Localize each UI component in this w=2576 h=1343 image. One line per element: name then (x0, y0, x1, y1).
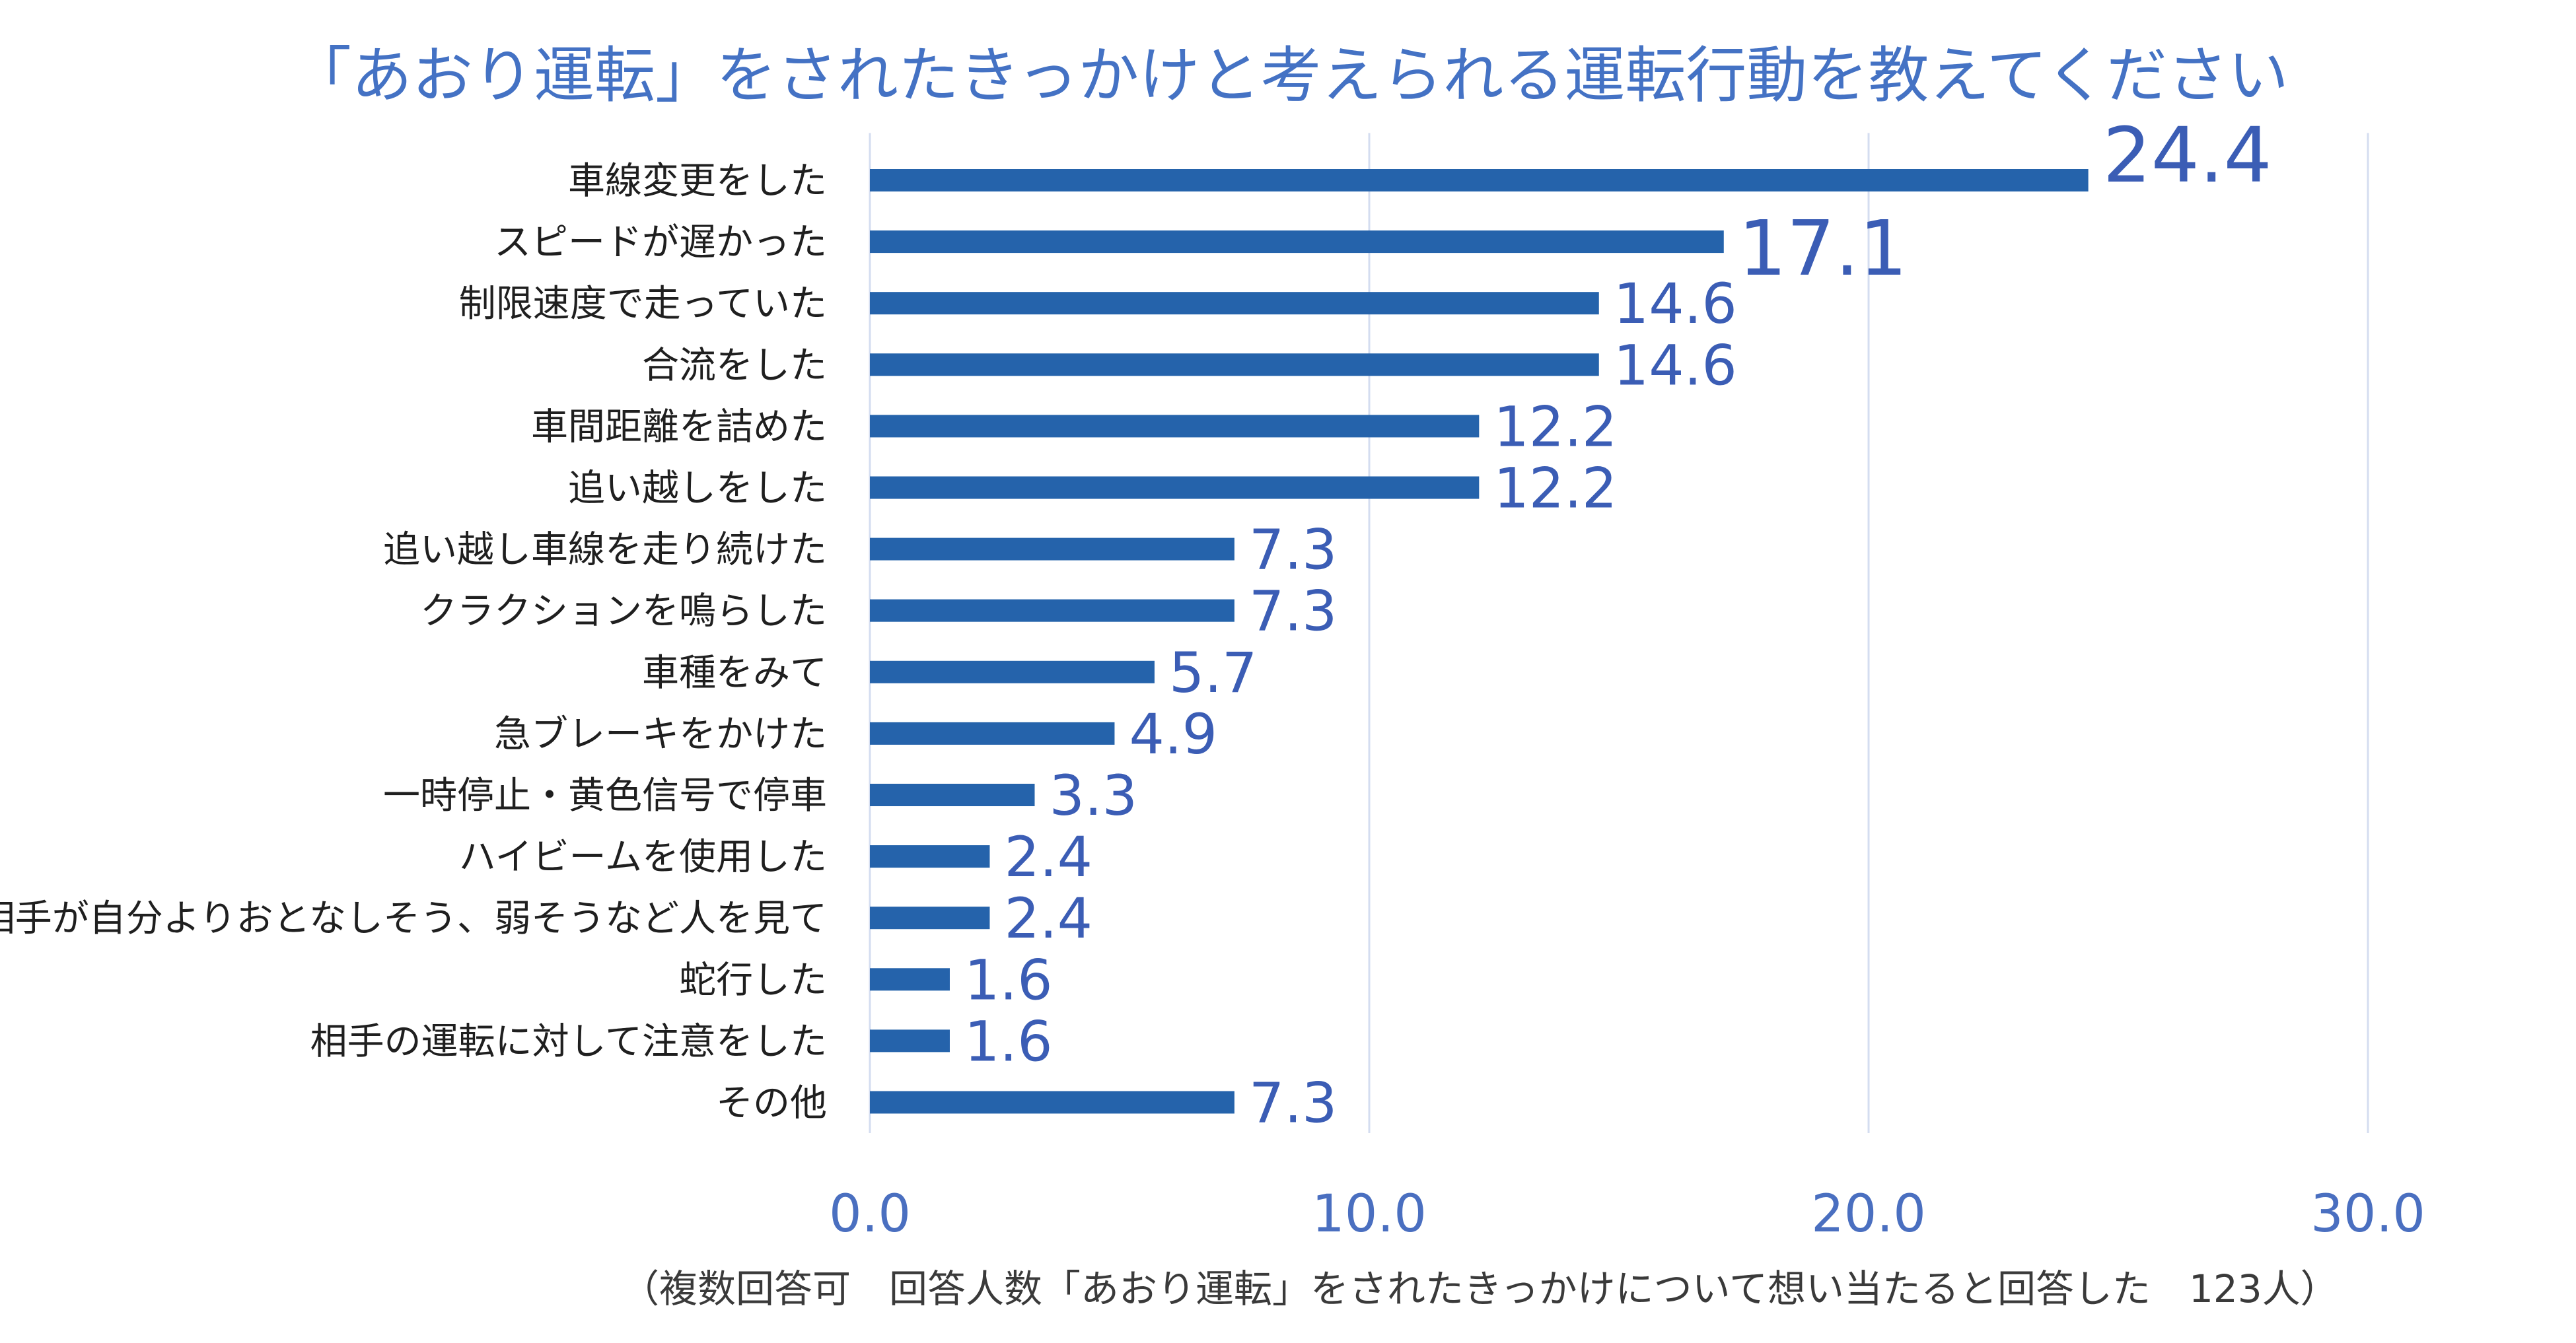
value-label: 2.4 (1004, 886, 1092, 951)
value-label: 17.1 (1738, 205, 1908, 293)
category-label: その他 (716, 1082, 827, 1125)
value-label: 4.9 (1129, 702, 1217, 767)
bar (870, 660, 1155, 683)
category-label: 制限速度で走っていた (459, 283, 827, 326)
bars (870, 169, 2089, 1114)
value-label: 7.3 (1249, 579, 1338, 644)
bar (870, 907, 990, 930)
bar (870, 353, 1599, 376)
bar (870, 1091, 1234, 1114)
value-label: 12.2 (1493, 456, 1617, 521)
bar (870, 1029, 950, 1052)
category-label: スピードが遅かった (494, 221, 827, 264)
category-label: 一時停止・黄色信号で停車 (383, 775, 827, 817)
x-tick-label: 0.0 (829, 1185, 911, 1244)
value-labels: 24.417.114.614.612.212.27.37.35.74.93.32… (964, 112, 2272, 1136)
category-label: 車間距離を詰めた (531, 405, 827, 448)
category-label: クラクションを鳴らした (420, 590, 827, 633)
category-labels: 車線変更をしたスピードが遅かった制限速度で走っていた合流をした車間距離を詰めた追… (0, 160, 827, 1125)
value-label: 12.2 (1493, 394, 1617, 459)
category-label: ハイビームを使用した (459, 836, 827, 879)
bar (870, 599, 1234, 622)
value-label: 24.4 (2103, 112, 2272, 200)
value-label: 1.6 (964, 947, 1053, 1012)
chart-footnote: （複数回答可 回答人数「あおり運転」をされたきっかけについて想い当たると回答した… (621, 1266, 2339, 1311)
bar (870, 537, 1234, 561)
value-label: 5.7 (1169, 640, 1258, 705)
value-label: 7.3 (1249, 1071, 1338, 1136)
x-tick-label: 10.0 (1312, 1185, 1427, 1244)
bar (870, 476, 1480, 499)
value-label: 7.3 (1249, 518, 1338, 582)
bar (870, 169, 2089, 191)
bar (870, 415, 1480, 438)
bar (870, 230, 1724, 254)
value-label: 1.6 (964, 1009, 1053, 1074)
value-label: 3.3 (1049, 763, 1137, 828)
category-label: 車線変更をした (568, 160, 827, 203)
chart-title: 「あおり運転」をされたきっかけと考えられる運転行動を教えてください (291, 40, 2289, 111)
x-tick-label: 30.0 (2310, 1185, 2425, 1244)
bar (870, 722, 1115, 745)
value-label: 2.4 (1004, 825, 1092, 889)
x-tick-label: 20.0 (1811, 1185, 1926, 1244)
bar (870, 292, 1599, 315)
category-label: 相手が自分よりおとなしそう、弱そうなど人を見て (0, 897, 827, 940)
category-label: 相手の運転に対して注意をした (310, 1020, 827, 1063)
category-label: 車種をみて (642, 652, 827, 695)
bar (870, 845, 990, 868)
category-label: 蛇行した (679, 959, 827, 1002)
x-axis-ticks: 0.0 10.0 20.0 30.0 (829, 1185, 2425, 1244)
bar (870, 784, 1035, 806)
category-label: 追い越し車線を走り続けた (383, 529, 827, 572)
value-label: 14.6 (1614, 333, 1737, 397)
category-label: 合流をした (642, 344, 827, 387)
category-label: 急ブレーキをかけた (494, 713, 827, 756)
category-label: 追い越しをした (568, 467, 827, 510)
bar (870, 968, 950, 991)
value-label: 14.6 (1614, 271, 1737, 336)
